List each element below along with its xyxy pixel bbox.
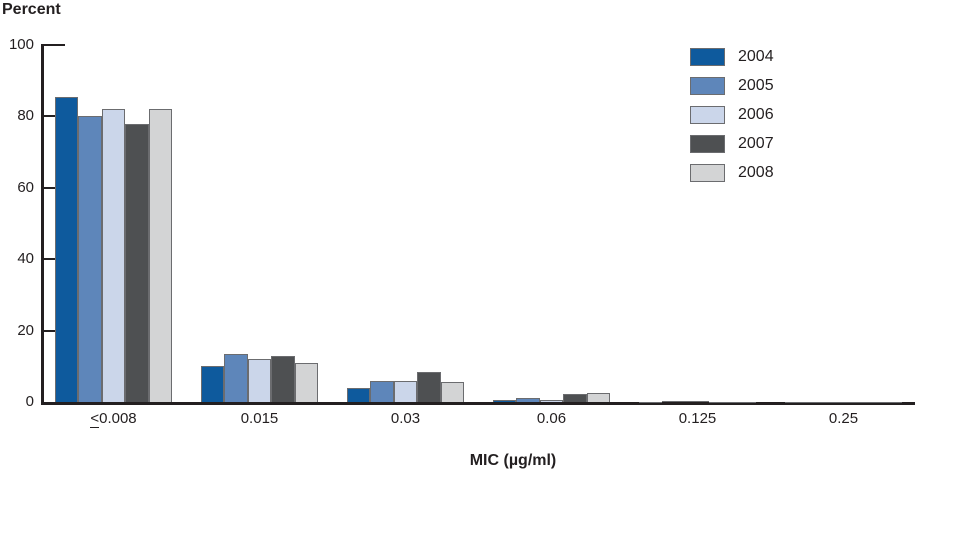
legend-item-2008: 2008	[690, 158, 774, 187]
legend-swatch-2005	[690, 76, 725, 95]
legend-swatch-2004	[690, 47, 725, 66]
bar-2007-0.015	[271, 355, 295, 402]
y-tick-label-20: 20	[17, 321, 34, 339]
y-axis-title: Percent	[2, 1, 61, 18]
y-tick-label-60: 60	[17, 178, 34, 196]
x-category-label-0.125: 0.125	[678, 410, 717, 427]
y-tick-mark-40	[43, 258, 56, 261]
bar-2006-0.06	[539, 400, 564, 402]
bar-2006-0.015	[247, 359, 272, 402]
bar-2008-0.06	[586, 392, 610, 402]
legend-item-2006: 2006	[690, 100, 774, 129]
bar-2004-0.125	[639, 402, 663, 403]
legend-label-2005: 2005	[738, 76, 774, 94]
legend-item-2004: 2004	[690, 42, 774, 71]
y-tick-label-100: 100	[8, 36, 34, 53]
y-tick-mark-80	[43, 115, 56, 118]
x-axis-title: MIC (µg/ml)	[469, 452, 557, 469]
y-tick-mark-60	[43, 186, 56, 189]
y-tick-mark-100	[43, 44, 65, 46]
bar-2006-0.125	[685, 401, 710, 403]
legend-swatch-2008	[690, 163, 725, 182]
legend-swatch-2006	[690, 105, 725, 124]
bar-2007-0.25	[855, 402, 879, 403]
x-category-label-0.06: 0.06	[536, 410, 567, 427]
legend-item-2005: 2005	[690, 71, 774, 100]
y-tick-label-40: 40	[17, 250, 34, 268]
x-axis-line	[41, 402, 915, 405]
bar-2007-0.03	[417, 371, 441, 402]
legend-swatch-2007	[690, 134, 725, 153]
bar-2008-0.03	[440, 382, 464, 402]
bar-2007-0.125	[709, 402, 733, 403]
bar-2007-0.06	[563, 394, 587, 402]
bar-2008-≤0.008	[148, 109, 172, 402]
legend-item-2007: 2007	[690, 129, 774, 158]
y-tick-label-80: 80	[17, 107, 34, 125]
legend-label-2006: 2006	[738, 105, 774, 123]
y-tick-label-0: 0	[25, 393, 34, 410]
bar-2004-0.015	[201, 366, 225, 402]
legend-label-2007: 2007	[738, 134, 774, 152]
legend-label-2008: 2008	[738, 163, 774, 181]
bar-2007-≤0.008	[125, 123, 149, 402]
less-than-or-equal-sign: <	[90, 410, 100, 428]
bar-2008-0.125	[732, 402, 756, 403]
bar-2005-≤0.008	[78, 116, 102, 402]
x-category-label-0.03: 0.03	[390, 410, 421, 427]
legend: 2004 2005 2006 2007 2008	[690, 42, 774, 187]
x-category-label-0.015: 0.015	[240, 410, 279, 427]
bar-2008-0.25	[878, 402, 902, 403]
bar-2005-0.25	[808, 402, 832, 403]
bar-2008-0.015	[294, 362, 318, 402]
bar-2004-0.25	[785, 402, 809, 403]
bar-2004-0.06	[493, 399, 517, 402]
bar-2006-0.25	[831, 402, 856, 403]
y-axis-line	[41, 44, 44, 405]
bar-2005-0.03	[370, 380, 394, 402]
legend-label-2004: 2004	[738, 47, 774, 65]
bar-2005-0.015	[224, 353, 248, 402]
bar-2006-0.03	[393, 380, 418, 402]
bar-2004-0.03	[347, 387, 371, 402]
y-tick-mark-20	[43, 329, 56, 332]
bar-2005-0.125	[662, 401, 686, 403]
bar-2005-0.06	[516, 398, 540, 402]
x-category-label-0.25: 0.25	[828, 410, 859, 427]
bar-2006-≤0.008	[101, 109, 126, 402]
x-category-label-≤0.008: <0.008	[90, 410, 137, 428]
bar-2004-≤0.008	[55, 96, 79, 402]
